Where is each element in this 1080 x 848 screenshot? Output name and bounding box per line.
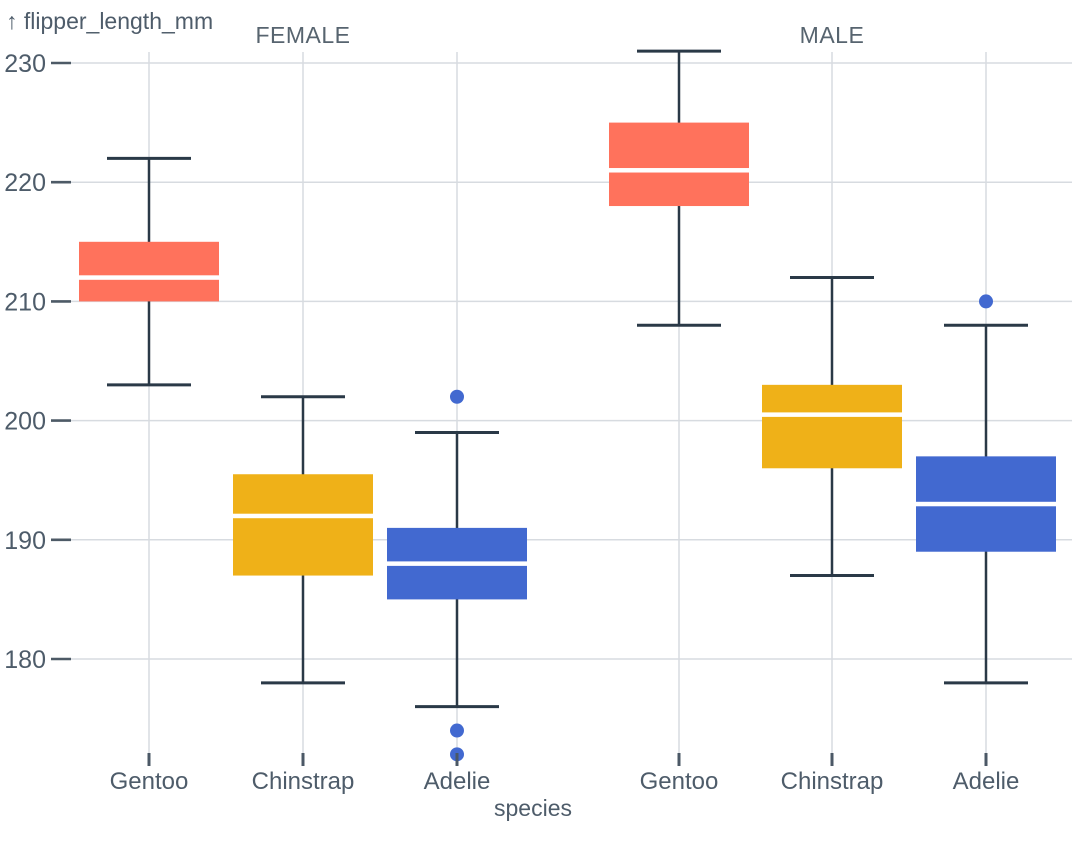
box-male-gentoo-median-line: [609, 168, 749, 173]
box-female-chinstrap-median-line: [233, 513, 373, 519]
y-tick-label: 190: [4, 527, 46, 555]
x-category-label: Chinstrap: [252, 768, 355, 795]
box-female-gentoo-median-line: [79, 275, 219, 280]
box-female-adelie-median-line: [387, 561, 527, 566]
x-category-label: Adelie: [953, 768, 1020, 795]
up-arrow-icon: ↑: [6, 8, 18, 34]
box-male-chinstrap-median-line: [762, 412, 902, 417]
facet-title-female: FEMALE: [255, 22, 351, 48]
x-category-label: Chinstrap: [781, 768, 884, 795]
x-category-label: Adelie: [424, 768, 491, 795]
box-male-gentoo-rect: [609, 122, 749, 207]
box-female-chinstrap-rect: [233, 474, 373, 576]
y-axis-label-text: flipper_length_mm: [23, 8, 214, 34]
y-tick-label: 180: [4, 646, 46, 674]
y-tick-label: 230: [4, 50, 46, 78]
box-male-adelie-median-line: [916, 501, 1056, 507]
y-tick-label: 210: [4, 288, 46, 316]
x-axis-label: species: [494, 795, 572, 821]
box-female-adelie-outlier-dot: [450, 723, 464, 738]
facet-title-male: MALE: [799, 22, 865, 48]
x-category-label: Gentoo: [640, 768, 719, 795]
box-male-adelie-outlier-dot: [979, 294, 993, 309]
y-tick-label: 220: [4, 169, 46, 197]
box-male-chinstrap-rect: [762, 384, 902, 469]
y-axis-label: ↑ flipper_length_mm: [6, 8, 213, 35]
box-female-gentoo-rect: [79, 241, 219, 302]
y-tick-label: 200: [4, 408, 46, 436]
box-female-adelie-outlier-dot: [450, 389, 464, 404]
x-category-label: Gentoo: [110, 768, 189, 795]
